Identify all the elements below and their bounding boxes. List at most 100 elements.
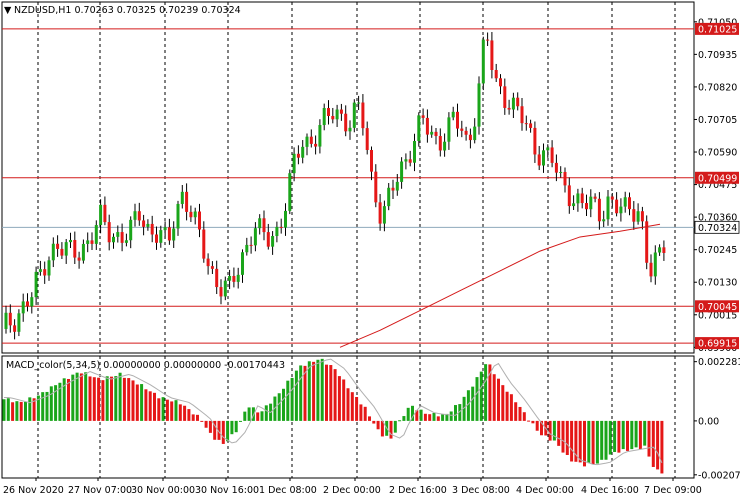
macd-bar [247,407,251,421]
macd-bar [475,377,479,421]
candle-body [241,252,244,275]
candle-body [327,108,330,117]
macd-signal-line [4,358,663,466]
macd-bar [286,380,290,421]
candle-body [296,153,300,158]
level-label-box [695,337,739,350]
candle-body [292,153,296,174]
macd-bar [15,401,19,421]
candle-body [640,211,644,222]
candle-body [202,229,206,259]
macd-bar [19,401,23,421]
macd-bar [402,416,406,421]
macd-bar [484,364,488,421]
macd-bar [148,391,152,421]
candle-body [150,223,154,235]
macd-bar [24,401,27,421]
candle-body [103,204,107,223]
macd-bar [217,420,221,440]
macd-bar [587,420,591,464]
candle-body [473,126,477,141]
candle-body [507,107,511,110]
candle-body [511,97,515,110]
macd-bar [458,404,462,421]
macd-bar [501,385,505,421]
macd-bar [449,411,453,421]
candle-body [456,111,459,129]
macd-bar [178,404,182,421]
macd-bar [191,414,195,421]
level-label: 0.71025 [698,24,737,35]
candle-body [17,313,21,332]
candle-body [481,39,485,84]
macd-bar [32,398,36,421]
candle-body [34,271,38,298]
macd-bar [557,420,561,446]
dropdown-arrow-icon[interactable]: ▼ [4,5,12,16]
candle-body [232,275,236,282]
macd-bar [531,420,535,424]
y-tick-label: 0.70705 [698,115,737,126]
macd-bar [6,398,10,421]
macd-bar [492,374,496,421]
candle-body [520,106,524,124]
macd-bar [466,390,470,421]
candle-body [236,274,240,282]
macd-bar [445,413,449,421]
candle-body [623,197,627,207]
macd-bar [11,402,15,421]
macd-bar [634,420,638,448]
candle-body [593,196,597,199]
macd-bar [471,386,475,421]
x-tick-label: 4 Dec 16:00 [581,485,639,496]
candle-body [245,244,249,253]
macd-bar [28,397,32,421]
candle-body [339,109,343,114]
level-label: 0.70045 [698,302,737,313]
macd-bar [479,371,483,421]
candle-body [215,268,219,288]
macd-bar [277,393,281,421]
macd-bar [415,410,419,421]
macd-bar [41,392,45,421]
macd-bar [548,420,552,441]
macd-bar [419,409,423,421]
macd-bar [157,398,161,421]
macd-bar [170,401,174,421]
macd-bar [230,420,234,435]
macd-bar [600,420,604,460]
candle-body [662,247,666,253]
candle-body [533,127,537,155]
candle-body [554,162,558,173]
candle-body [382,206,386,224]
macd-bar [518,406,522,421]
macd-bar [617,420,621,453]
x-tick-label: 2 Dec 00:00 [323,485,381,496]
candle-body [26,301,29,307]
macd-bar [114,376,118,421]
macd-bar [196,414,199,421]
candle-body [460,128,464,131]
candle-body [413,141,416,163]
macd-bar [325,364,328,421]
candle-body [167,227,171,241]
level-label-box [695,300,739,313]
candle-body [490,40,494,70]
candle-body [632,209,636,222]
x-tick-label: 26 Nov 2020 [3,485,64,496]
macd-bar [393,420,397,433]
macd-bar [535,420,539,431]
macd-bar [320,358,324,421]
macd-bar [406,407,410,421]
macd-bar [643,420,647,446]
candle-body [486,39,490,41]
macd-bar [303,365,307,421]
macd-bar [49,386,53,421]
macd-bar [621,420,625,450]
macd-bar [290,377,294,421]
candle-body [516,97,520,107]
macd-bar [153,392,156,421]
current-price-label: 0.70324 [698,223,737,234]
moving-average [339,223,661,348]
